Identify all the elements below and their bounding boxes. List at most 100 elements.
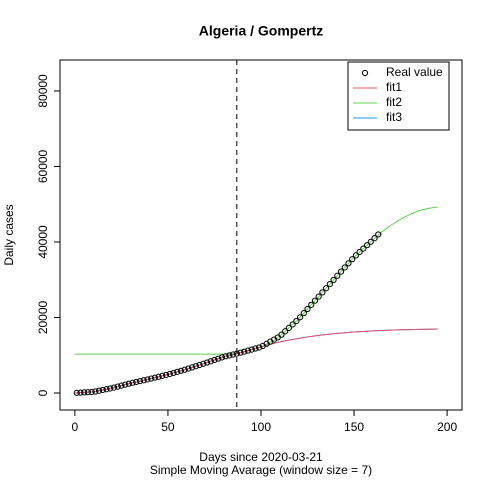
data-point	[296, 314, 304, 321]
data-point	[73, 389, 80, 396]
data-point	[140, 377, 147, 384]
data-point	[159, 372, 166, 379]
data-point	[367, 238, 374, 245]
data-point	[203, 359, 211, 366]
data-point	[319, 289, 326, 296]
data-point	[237, 349, 244, 356]
legend-label: fit1	[386, 80, 402, 94]
data-point	[77, 389, 84, 396]
data-point	[360, 245, 367, 252]
data-point	[241, 348, 248, 355]
data-point	[192, 363, 199, 370]
data-point	[95, 387, 103, 394]
fit-line	[74, 206, 438, 355]
data-point	[300, 310, 307, 317]
data-point	[177, 367, 185, 374]
data-point	[129, 379, 136, 386]
data-point	[99, 386, 106, 394]
data-point	[144, 376, 151, 383]
data-point	[136, 378, 144, 385]
data-point	[226, 352, 233, 359]
data-point	[189, 364, 196, 371]
data-point	[170, 369, 177, 377]
data-point	[375, 231, 382, 238]
data-point	[174, 368, 181, 375]
data-point	[352, 252, 360, 259]
data-point	[293, 317, 300, 325]
data-point	[363, 242, 371, 249]
data-point	[207, 358, 214, 365]
data-point	[211, 356, 218, 364]
legend-label: fit3	[386, 110, 402, 124]
data-point	[162, 371, 170, 379]
data-point	[337, 268, 345, 275]
data-point	[185, 365, 192, 372]
data-point	[122, 381, 129, 388]
data-point	[200, 360, 207, 367]
data-point	[196, 361, 203, 369]
legend-label: fit2	[386, 95, 402, 109]
y-axis-label: Daily cases	[2, 204, 16, 265]
data-point	[88, 388, 95, 396]
data-point	[326, 280, 333, 288]
data-point	[81, 389, 88, 396]
data-point	[114, 383, 121, 390]
chart-title: Algeria / Gompertz	[199, 23, 323, 39]
data-point	[155, 373, 162, 380]
data-point	[334, 272, 341, 279]
data-point	[181, 366, 188, 373]
data-point	[304, 305, 311, 313]
data-point	[215, 355, 222, 362]
data-point	[222, 353, 229, 360]
data-point	[278, 331, 285, 338]
data-point	[244, 347, 252, 354]
plot-area	[73, 206, 438, 396]
legend-box	[347, 61, 450, 131]
data-point	[110, 384, 118, 391]
legend-symbol	[361, 69, 369, 77]
data-point	[256, 344, 263, 351]
data-point	[323, 285, 330, 292]
data-point	[308, 301, 315, 308]
data-point	[356, 248, 363, 256]
x-tick-label: 200	[437, 420, 457, 434]
data-point	[289, 321, 296, 328]
y-tick-label: 20000	[36, 300, 50, 334]
data-point	[125, 380, 132, 387]
data-point	[311, 297, 319, 304]
x-tick-label: 100	[251, 420, 271, 434]
x-tick-label: 0	[72, 420, 79, 434]
data-point	[229, 351, 237, 358]
data-point	[103, 386, 110, 393]
data-point	[133, 378, 140, 386]
data-point	[371, 235, 378, 242]
data-point	[107, 385, 114, 392]
data-point	[148, 375, 155, 382]
data-point	[151, 374, 159, 381]
data-point	[166, 370, 173, 378]
subtitle: Simple Moving Avarage (window size = 7)	[150, 463, 372, 477]
x-tick-label: 150	[344, 420, 364, 434]
y-tick-label: 60000	[36, 149, 50, 183]
legend-label: Real value	[386, 65, 443, 79]
x-tick-label: 50	[161, 420, 175, 434]
data-point	[118, 382, 125, 389]
y-tick-label: 80000	[36, 74, 50, 108]
data-point	[92, 388, 99, 395]
data-point	[248, 346, 255, 353]
data-point	[285, 324, 293, 331]
data-point	[341, 264, 348, 271]
data-point	[252, 345, 259, 352]
fit-line	[74, 328, 438, 394]
data-point	[345, 260, 352, 267]
data-point	[330, 276, 337, 284]
data-point	[282, 328, 289, 335]
y-tick-label: 0	[36, 389, 50, 396]
y-tick-label: 40000	[36, 225, 50, 259]
data-point	[84, 389, 92, 396]
data-point	[315, 293, 322, 300]
data-point	[349, 256, 356, 263]
data-point	[218, 354, 226, 361]
x-axis-label: Days since 2020-03-21	[199, 450, 323, 464]
